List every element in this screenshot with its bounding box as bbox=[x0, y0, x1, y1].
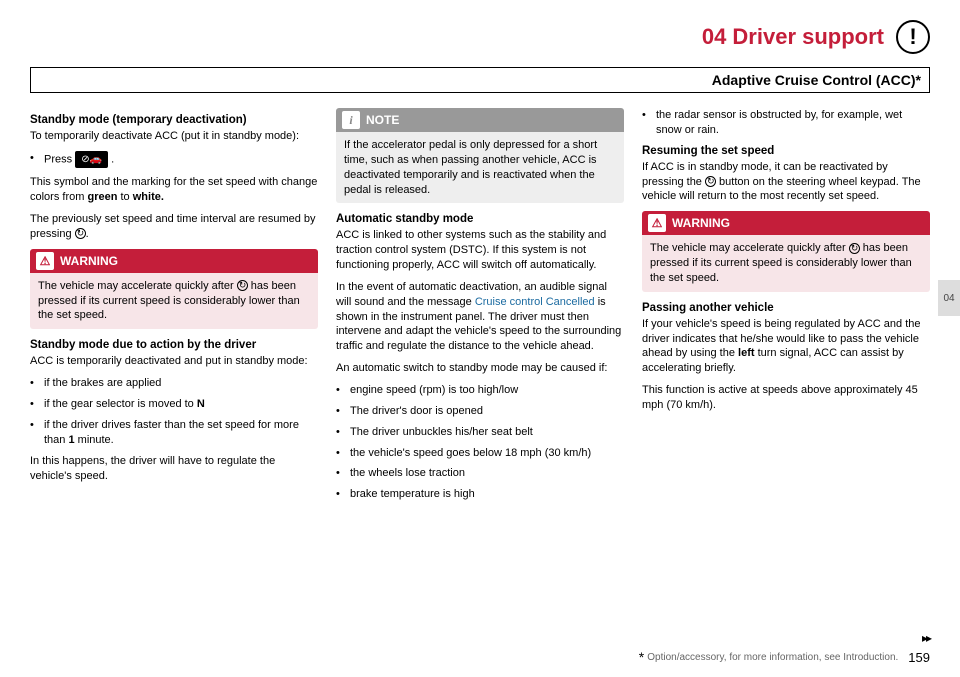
press-item: Press ⊘🚗 . bbox=[30, 151, 318, 169]
resume-icon bbox=[237, 280, 248, 291]
dstc-text: ACC is linked to other systems such as t… bbox=[336, 228, 624, 273]
warning-body: The vehicle may accelerate quickly after… bbox=[642, 235, 930, 292]
footnote-text: Option/accessory, for more information, … bbox=[647, 652, 898, 663]
passing-text: If your vehicle's speed is being regulat… bbox=[642, 317, 930, 376]
traction-item: the wheels lose traction bbox=[336, 466, 624, 481]
resuming-text: If ACC is in standby mode, it can be rea… bbox=[642, 160, 930, 205]
column-2: i NOTE If the accelerator pedal is only … bbox=[336, 108, 624, 509]
standby-mode-heading: Standby mode (temporary deactivation) bbox=[30, 114, 318, 126]
chapter-side-tab: 04 bbox=[938, 280, 960, 316]
column-3: the radar sensor is obstructed by, for e… bbox=[642, 108, 930, 509]
page-footer: * Option/accessory, for more information… bbox=[0, 649, 960, 665]
note-label: NOTE bbox=[366, 113, 399, 127]
resume-icon bbox=[705, 176, 716, 187]
standby-intro: To temporarily deactivate ACC (put it in… bbox=[30, 129, 318, 144]
note-body: If the accelerator pedal is only depress… bbox=[336, 132, 624, 203]
warning-body: The vehicle may accelerate quickly after… bbox=[30, 273, 318, 330]
note-header: i NOTE bbox=[336, 108, 624, 132]
standby-driver-heading: Standby mode due to action by the driver bbox=[30, 339, 318, 351]
warning-label: WARNING bbox=[672, 216, 730, 230]
section-title-bar: Adaptive Cruise Control (ACC)* bbox=[30, 67, 930, 93]
brakes-item: if the brakes are applied bbox=[30, 376, 318, 391]
passing-speed-text: This function is active at speeds above … bbox=[642, 383, 930, 413]
standby-driver-intro: ACC is temporarily deactivated and put i… bbox=[30, 354, 318, 369]
warning-triangle-icon: ⚠ bbox=[648, 214, 666, 232]
radar-item: the radar sensor is obstructed by, for e… bbox=[642, 108, 930, 138]
warning-label: WARNING bbox=[60, 254, 118, 268]
footnote-asterisk: * bbox=[639, 649, 644, 665]
regulate-text: In this happens, the driver will have to… bbox=[30, 454, 318, 484]
warning-box-1: ⚠ WARNING The vehicle may accelerate qui… bbox=[30, 249, 318, 330]
speed-item: the vehicle's speed goes below 18 mph (3… bbox=[336, 446, 624, 461]
resume-icon bbox=[75, 228, 86, 239]
seatbelt-item: The driver unbuckles his/her seat belt bbox=[336, 425, 624, 440]
page-header: 04 Driver support ! bbox=[0, 0, 960, 59]
warning-badge-icon: ! bbox=[896, 20, 930, 54]
cruise-cancelled-msg: Cruise control Cancelled bbox=[475, 296, 595, 308]
warning-triangle-icon: ⚠ bbox=[36, 252, 54, 270]
resuming-heading: Resuming the set speed bbox=[642, 145, 930, 157]
color-change-text: This symbol and the marking for the set … bbox=[30, 175, 318, 205]
section-title: Adaptive Cruise Control (ACC)* bbox=[712, 72, 921, 88]
content-columns: Standby mode (temporary deactivation) To… bbox=[0, 108, 960, 509]
door-item: The driver's door is opened bbox=[336, 404, 624, 419]
brake-temp-item: brake temperature is high bbox=[336, 487, 624, 502]
note-box: i NOTE If the accelerator pedal is only … bbox=[336, 108, 624, 203]
resume-icon bbox=[849, 243, 860, 254]
page-number: 159 bbox=[908, 650, 930, 665]
auto-standby-heading: Automatic standby mode bbox=[336, 213, 624, 225]
warning-box-2: ⚠ WARNING The vehicle may accelerate qui… bbox=[642, 211, 930, 292]
continue-arrows-icon: ▸▸ bbox=[922, 631, 930, 645]
causes-intro: An automatic switch to standby mode may … bbox=[336, 361, 624, 376]
cruise-button-icon: ⊘🚗 bbox=[75, 151, 108, 169]
rpm-item: engine speed (rpm) is too high/low bbox=[336, 383, 624, 398]
passing-heading: Passing another vehicle bbox=[642, 302, 930, 314]
warning-header: ⚠ WARNING bbox=[30, 249, 318, 273]
faster-item: if the driver drives faster than the set… bbox=[30, 418, 318, 448]
column-1: Standby mode (temporary deactivation) To… bbox=[30, 108, 318, 509]
info-icon: i bbox=[342, 111, 360, 129]
resume-text: The previously set speed and time interv… bbox=[30, 212, 318, 242]
warning-header: ⚠ WARNING bbox=[642, 211, 930, 235]
chapter-title: 04 Driver support bbox=[702, 24, 884, 50]
gear-n-item: if the gear selector is moved to N bbox=[30, 397, 318, 412]
cancelled-text: In the event of automatic deactivation, … bbox=[336, 280, 624, 354]
